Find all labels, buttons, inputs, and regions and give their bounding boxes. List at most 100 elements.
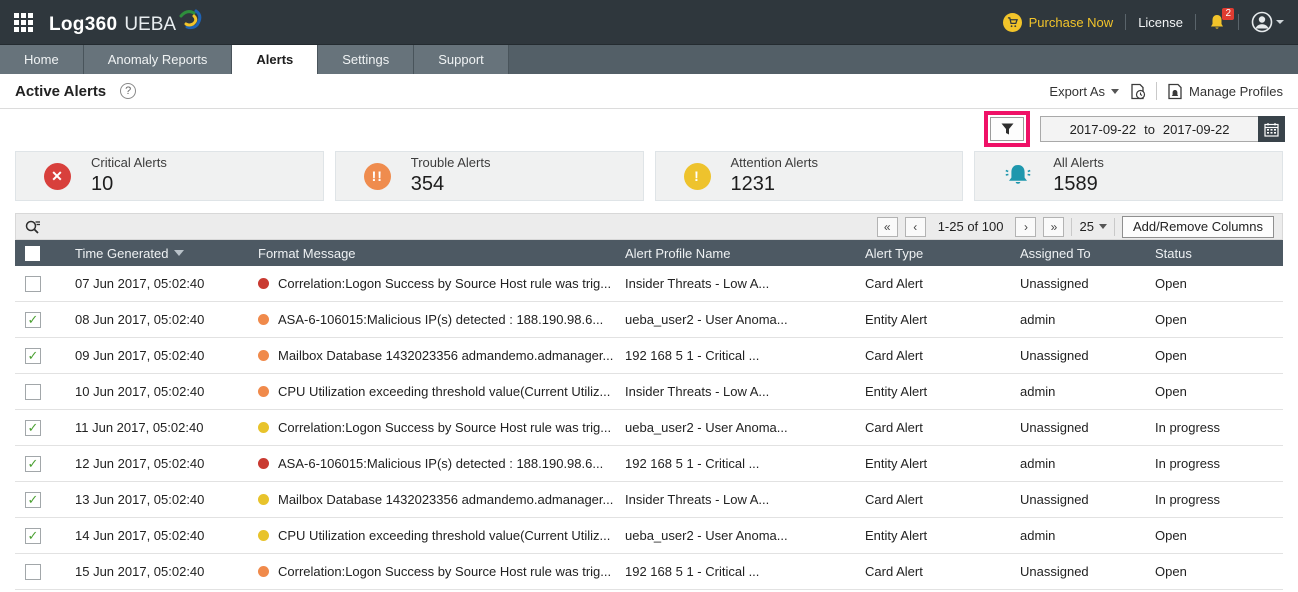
table-row[interactable]: ✓ 09 Jun 2017, 05:02:40 Mailbox Database… — [15, 338, 1283, 374]
divider — [1113, 217, 1115, 236]
col-status[interactable]: Status — [1155, 246, 1283, 261]
add-remove-columns-button[interactable]: Add/Remove Columns — [1121, 215, 1274, 238]
cell-status: In progress — [1155, 456, 1221, 471]
cell-time-generated: 13 Jun 2017, 05:02:40 — [75, 492, 205, 507]
notifications-bell-icon[interactable]: 2 — [1208, 8, 1234, 31]
divider — [1125, 14, 1127, 30]
severity-dot-icon — [258, 278, 269, 289]
export-as-label: Export As — [1049, 83, 1106, 99]
last-page-button[interactable]: » — [1043, 216, 1065, 237]
cell-alert-type: Entity Alert — [865, 312, 928, 327]
cell-alert-type: Card Alert — [865, 276, 923, 291]
sort-desc-icon — [174, 250, 185, 256]
row-checkbox[interactable] — [25, 563, 41, 580]
divider — [1238, 14, 1239, 30]
calendar-button[interactable] — [1258, 116, 1285, 142]
help-icon[interactable]: ? — [120, 83, 137, 99]
attention-alerts-card[interactable]: ! Attention Alerts 1231 — [654, 151, 964, 201]
table-row[interactable]: ✓ 14 Jun 2017, 05:02:40 CPU Utilization … — [15, 518, 1283, 554]
cell-alert-profile-name: ueba_user2 - User Anoma... — [625, 312, 788, 327]
bell-icon — [1005, 165, 1031, 184]
col-label: Assigned To — [1020, 245, 1091, 261]
severity-dot-icon — [258, 314, 269, 325]
cell-alert-type: Card Alert — [865, 492, 923, 507]
table-row[interactable]: 15 Jun 2017, 05:02:40 Correlation:Logon … — [15, 554, 1283, 590]
chevron-down-icon — [1098, 224, 1107, 229]
cell-format-message: ASA-6-106015:Malicious IP(s) detected : … — [278, 456, 604, 471]
col-time-generated[interactable]: Time Generated — [75, 246, 258, 261]
table-row[interactable]: ✓ 13 Jun 2017, 05:02:40 Mailbox Database… — [15, 482, 1283, 518]
row-checkbox[interactable]: ✓ — [25, 527, 41, 544]
main-nav: Home Anomaly Reports Alerts Settings Sup… — [0, 44, 1298, 74]
chevron-down-icon — [1111, 88, 1120, 94]
tab-alerts[interactable]: Alerts — [232, 45, 319, 74]
trouble-alerts-card[interactable]: !! Trouble Alerts 354 — [334, 151, 644, 201]
cell-time-generated: 14 Jun 2017, 05:02:40 — [75, 528, 205, 543]
table-row[interactable]: 10 Jun 2017, 05:02:40 CPU Utilization ex… — [15, 374, 1283, 410]
logo: Log360 UEBA — [49, 8, 203, 36]
purchase-now-button[interactable]: Purchase Now — [1002, 12, 1114, 32]
col-label: Alert Profile Name — [625, 245, 731, 261]
page-size-value: 25 — [1079, 219, 1094, 234]
cell-format-message: CPU Utilization exceeding threshold valu… — [278, 384, 611, 399]
table-row[interactable]: 07 Jun 2017, 05:02:40 Correlation:Logon … — [15, 266, 1283, 302]
cell-alert-profile-name: 192 168 5 1 - Critical ... — [625, 564, 760, 579]
filter-button[interactable] — [990, 117, 1024, 141]
next-page-button[interactable]: › — [1015, 216, 1037, 237]
search-icon[interactable] — [24, 219, 41, 235]
cell-format-message: Correlation:Logon Success by Source Host… — [278, 276, 612, 291]
critical-alerts-card[interactable]: ✕ Critical Alerts 10 — [15, 151, 324, 201]
cell-status: Open — [1155, 276, 1187, 291]
col-format-message[interactable]: Format Message — [258, 246, 625, 261]
row-checkbox[interactable]: ✓ — [25, 419, 41, 436]
col-label: Alert Type — [865, 245, 924, 261]
row-checkbox[interactable]: ✓ — [25, 347, 41, 364]
profile-document-icon — [1168, 83, 1182, 99]
all-alerts-card[interactable]: All Alerts 1589 — [974, 151, 1283, 201]
prev-page-button[interactable]: ‹ — [904, 216, 926, 237]
table-row[interactable]: ✓ 11 Jun 2017, 05:02:40 Correlation:Logo… — [15, 410, 1283, 446]
col-alert-profile-name[interactable]: Alert Profile Name — [625, 246, 865, 261]
tab-support[interactable]: Support — [414, 45, 509, 74]
export-schedule-icon[interactable] — [1129, 83, 1146, 100]
cell-alert-profile-name: Insider Threats - Low A... — [625, 492, 770, 507]
first-page-button[interactable]: « — [876, 216, 898, 237]
cell-format-message: Mailbox Database 1432023356 admandemo.ad… — [278, 348, 614, 363]
divider — [1071, 217, 1073, 236]
date-range-field[interactable]: 2017-09-22 to 2017-09-22 — [1040, 116, 1258, 142]
license-link[interactable]: License — [1138, 14, 1183, 30]
row-checkbox[interactable]: ✓ — [25, 491, 41, 508]
table-body: 07 Jun 2017, 05:02:40 Correlation:Logon … — [15, 266, 1283, 590]
col-assigned-to[interactable]: Assigned To — [1020, 246, 1155, 261]
manage-profiles-button[interactable]: Manage Profiles — [1167, 83, 1283, 100]
card-count: 10 — [91, 172, 114, 195]
col-label: Status — [1155, 245, 1192, 261]
filter-highlight-annotation — [984, 111, 1030, 147]
date-separator: to — [1144, 121, 1155, 137]
cell-assigned-to: Unassigned — [1020, 564, 1089, 579]
table-row[interactable]: ✓ 12 Jun 2017, 05:02:40 ASA-6-106015:Mal… — [15, 446, 1283, 482]
cell-alert-profile-name: Insider Threats - Low A... — [625, 276, 770, 291]
tab-anomaly-reports[interactable]: Anomaly Reports — [83, 45, 233, 74]
critical-x-icon: ✕ — [44, 162, 71, 190]
severity-dot-icon — [258, 566, 269, 577]
cell-alert-profile-name: Insider Threats - Low A... — [625, 384, 770, 399]
select-all-checkbox[interactable] — [25, 245, 40, 261]
cell-assigned-to: Unassigned — [1020, 492, 1089, 507]
app-grid-icon[interactable] — [14, 12, 33, 32]
row-checkbox[interactable]: ✓ — [25, 311, 41, 328]
row-checkbox[interactable]: ✓ — [25, 455, 41, 472]
table-row[interactable]: ✓ 08 Jun 2017, 05:02:40 ASA-6-106015:Mal… — [15, 302, 1283, 338]
row-checkbox[interactable] — [25, 275, 41, 292]
tab-home[interactable]: Home — [0, 45, 84, 74]
col-alert-type[interactable]: Alert Type — [865, 246, 1020, 261]
page-size-dropdown[interactable]: 25 — [1079, 219, 1107, 234]
export-as-dropdown[interactable]: Export As — [1049, 83, 1120, 99]
topbar-actions: Purchase Now License 2 — [1002, 8, 1284, 33]
purchase-now-label: Purchase Now — [1028, 14, 1114, 30]
tab-settings[interactable]: Settings — [318, 45, 415, 74]
row-checkbox[interactable] — [25, 383, 41, 400]
divider — [1156, 82, 1158, 100]
cell-assigned-to: admin — [1020, 384, 1056, 399]
user-avatar-menu[interactable] — [1251, 11, 1284, 33]
